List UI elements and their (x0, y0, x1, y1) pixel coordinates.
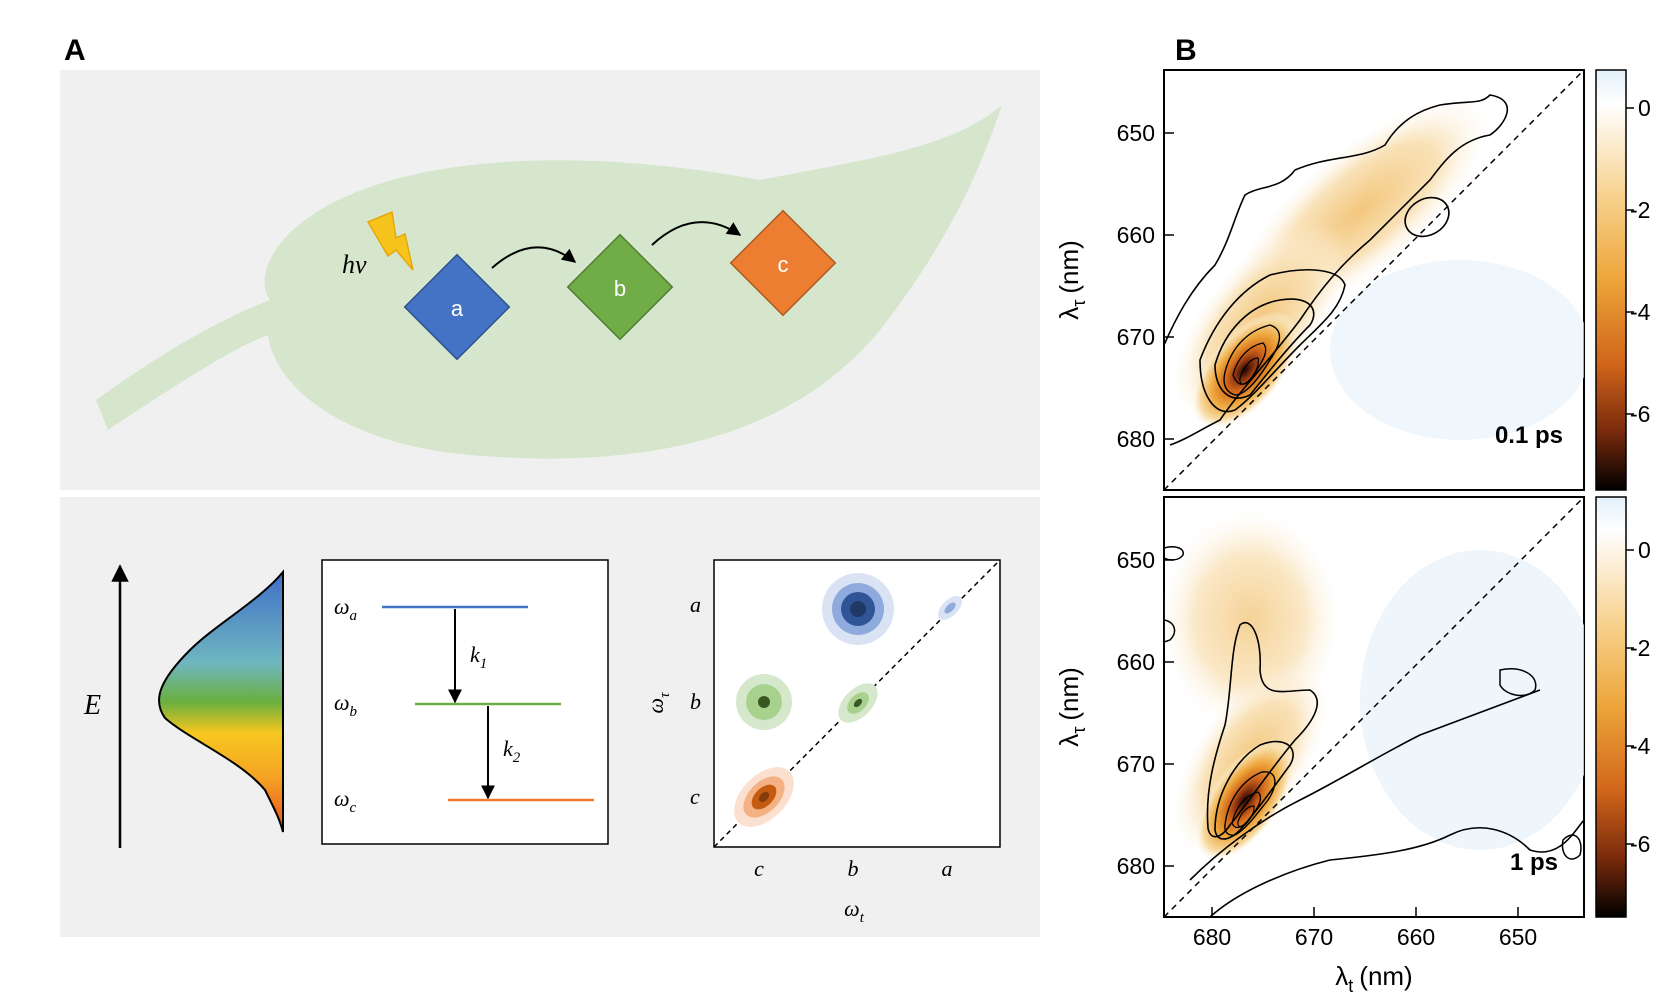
schematic-xtick-a: a (942, 856, 953, 881)
map-0-y-ticks: 650 660 670 680 (1117, 120, 1174, 452)
photon-label: hv (342, 250, 367, 279)
schematic-xtick-b: b (848, 856, 859, 881)
colorbar-0-tick-m2: -2 (1630, 197, 1650, 223)
node-b: b (566, 233, 674, 341)
map-0-1ps: 0.1 ps (1163, 69, 1585, 491)
schematic-ytick-b: b (690, 689, 701, 714)
spectrum-band (158, 569, 284, 833)
rate-label-1: k1 (470, 642, 487, 672)
node-a-label: a (451, 296, 464, 321)
peak-c-diagonal (734, 767, 794, 827)
xtick-650: 650 (1499, 924, 1537, 950)
map-1-ytick-680: 680 (1117, 853, 1155, 879)
peak-a-cross (822, 573, 894, 645)
map-1-time-label: 1 ps (1510, 849, 1558, 876)
schematic-ytick-a: a (690, 592, 701, 617)
peak-b-diagonal (838, 683, 878, 723)
map-0-ytick-670: 670 (1117, 324, 1155, 350)
schematic-ylabel: ωτ (643, 692, 673, 714)
panel-b-label: B (1175, 34, 1197, 67)
xtick-670: 670 (1295, 924, 1333, 950)
peak-b-cross (736, 674, 792, 730)
transfer-arrow-bc (651, 221, 742, 246)
colorbar-1-tick-0: 0 (1638, 537, 1651, 563)
colorbar-1: 0 -2 -4 -6 (1595, 496, 1651, 918)
colorbar-0: 0 -2 -4 -6 (1595, 69, 1651, 491)
level-diagram (321, 559, 609, 845)
map-0-ytick-660: 660 (1117, 222, 1155, 248)
map-1-ytick-660: 660 (1117, 649, 1155, 675)
colorbar-0-tick-m4: -4 (1630, 299, 1651, 325)
colorbar-0-tick-0: 0 (1638, 95, 1651, 121)
colorbar-1-tick-m6: -6 (1630, 831, 1650, 857)
node-b-label: b (614, 276, 626, 301)
xtick-660: 660 (1397, 924, 1435, 950)
x-axis-label: λt (nm) (1335, 961, 1412, 996)
schematic-ytick-c: c (690, 784, 700, 809)
map-1-ylabel: λτ(nm) (1054, 667, 1089, 747)
lightning-icon (366, 210, 414, 271)
node-c-label: c (778, 252, 789, 277)
level-label-a: ωa (334, 594, 357, 624)
peak-a-diagonal (937, 595, 963, 621)
level-label-c: ωc (334, 786, 357, 816)
x-ticks: 680 670 660 650 (1193, 907, 1537, 950)
map-0-ytick-680: 680 (1117, 426, 1155, 452)
map-0-ylabel: λτ(nm) (1054, 240, 1089, 320)
level-label-b: ωb (334, 690, 358, 720)
rate-label-2: k2 (503, 736, 521, 766)
panel-a-label: A (64, 34, 86, 67)
xtick-680: 680 (1193, 924, 1231, 950)
colorbar-0-tick-m6: -6 (1630, 401, 1650, 427)
map-1-y-ticks: 650 660 670 680 (1117, 547, 1174, 879)
map-0-time-label: 0.1 ps (1495, 422, 1563, 449)
transfer-arrow-ab (491, 246, 577, 269)
node-a: a (403, 253, 511, 361)
schematic-xtick-c: c (754, 856, 764, 881)
map-1-1ps: 1 ps (1163, 496, 1585, 918)
colorbar-1-tick-m4: -4 (1630, 733, 1651, 759)
map-0-ytick-650: 650 (1117, 120, 1155, 146)
schematic-xlabel: ωt (844, 896, 865, 926)
leaf-shape (96, 105, 1002, 459)
node-c: c (729, 209, 837, 317)
colorbar-1-tick-m2: -2 (1630, 635, 1650, 661)
map-1-ytick-670: 670 (1117, 751, 1155, 777)
energy-label: E (83, 690, 101, 721)
map-1-ytick-650: 650 (1117, 547, 1155, 573)
